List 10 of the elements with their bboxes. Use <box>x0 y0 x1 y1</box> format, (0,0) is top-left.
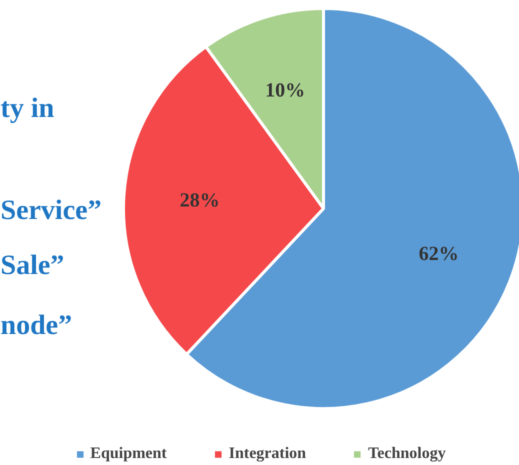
text: node” <box>0 310 72 341</box>
data-label: 62% <box>418 243 459 266</box>
text: ty in <box>0 93 55 124</box>
data-label: 10% <box>265 80 306 102</box>
legend-label: Technology <box>368 445 446 463</box>
legend-label: Equipment <box>90 445 167 463</box>
data-label: 28% <box>180 190 220 212</box>
legend-label: Integration <box>228 445 306 463</box>
text: Sale” <box>0 250 64 281</box>
text: Service” <box>0 195 102 226</box>
